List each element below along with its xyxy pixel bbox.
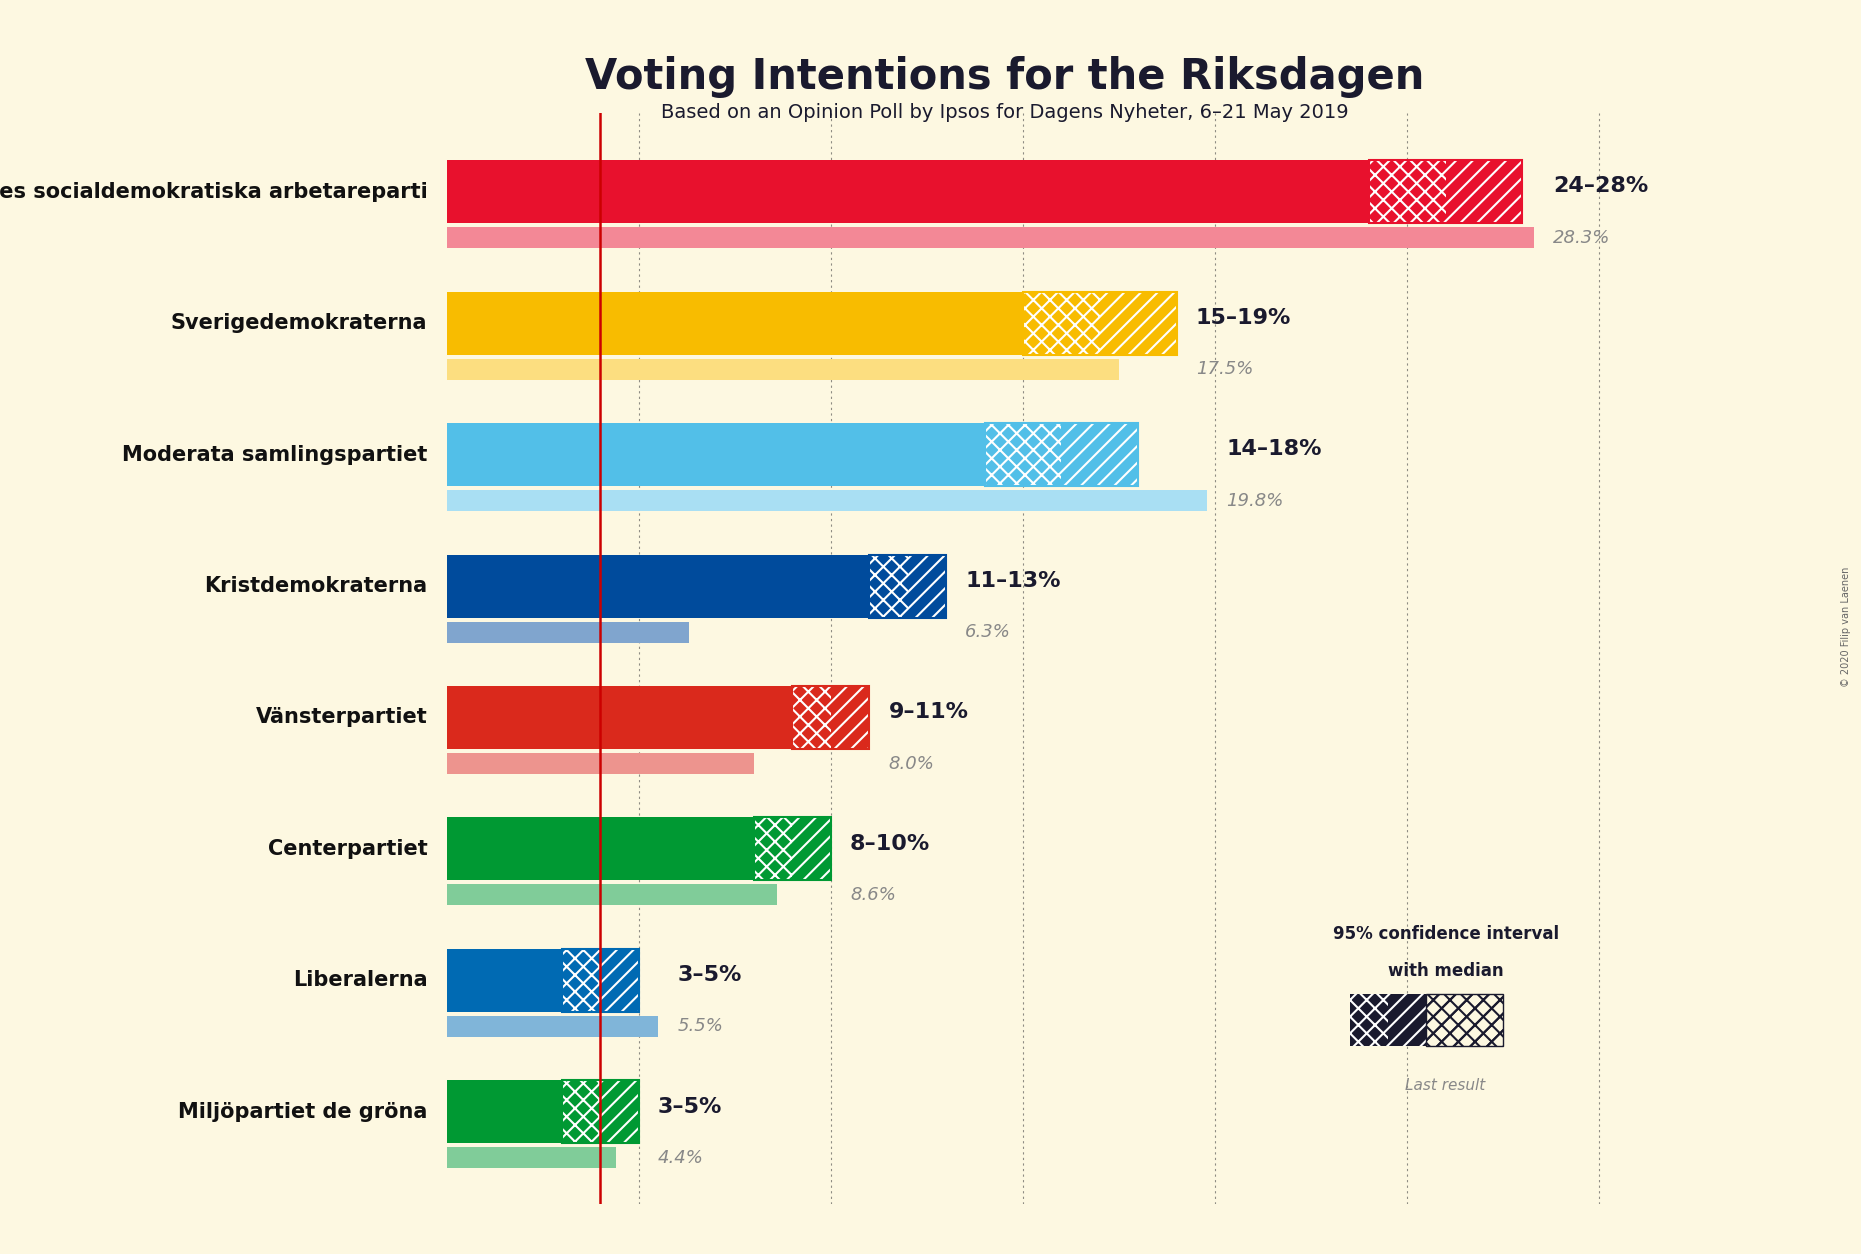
Bar [447, 161, 1368, 223]
Bar [793, 818, 830, 880]
Bar [754, 818, 830, 880]
Text: 3–5%: 3–5% [677, 966, 741, 986]
Bar [562, 1080, 601, 1144]
Text: Voting Intentions for the Riksdagen: Voting Intentions for the Riksdagen [584, 56, 1426, 98]
Bar [562, 1080, 638, 1144]
Bar [447, 1016, 659, 1037]
Text: 9–11%: 9–11% [888, 702, 968, 722]
Bar [601, 949, 638, 1012]
Bar [793, 686, 830, 749]
Text: 8.0%: 8.0% [888, 755, 934, 772]
Text: with median: with median [1388, 962, 1504, 981]
Bar [447, 884, 778, 905]
Bar [562, 949, 638, 1012]
Bar [447, 1147, 616, 1169]
Bar [793, 686, 869, 749]
Bar [1024, 292, 1176, 355]
Bar [1024, 292, 1100, 355]
Text: 4.4%: 4.4% [659, 1149, 703, 1166]
Bar [447, 292, 1024, 355]
Bar [447, 554, 869, 618]
Bar [1349, 993, 1426, 1046]
Text: 3–5%: 3–5% [659, 1096, 722, 1116]
Bar [562, 949, 601, 1012]
Text: Based on an Opinion Poll by Ipsos for Dagens Nyheter, 6–21 May 2019: Based on an Opinion Poll by Ipsos for Da… [661, 103, 1349, 122]
Bar [447, 359, 1118, 380]
Bar [1061, 423, 1139, 487]
Text: 8.6%: 8.6% [850, 885, 895, 904]
Text: Centerpartiet: Centerpartiet [268, 839, 428, 859]
Bar [447, 752, 754, 774]
Bar [984, 423, 1139, 487]
Text: Liberalerna: Liberalerna [292, 971, 428, 991]
Bar [447, 1080, 562, 1144]
Bar [1368, 161, 1446, 223]
Bar [1061, 423, 1139, 487]
Bar [754, 818, 793, 880]
Text: 14–18%: 14–18% [1226, 439, 1321, 459]
Text: © 2020 Filip van Laenen: © 2020 Filip van Laenen [1841, 567, 1852, 687]
Bar [447, 490, 1208, 512]
Bar [869, 554, 945, 618]
Bar [869, 554, 908, 618]
Bar [447, 818, 754, 880]
Text: 6.3%: 6.3% [966, 623, 1011, 641]
Bar [908, 554, 945, 618]
Text: 17.5%: 17.5% [1197, 360, 1252, 379]
Bar [1426, 993, 1504, 1046]
Text: 8–10%: 8–10% [850, 834, 930, 854]
Bar [1426, 993, 1504, 1046]
Bar [984, 423, 1061, 487]
Text: Miljöpartiet de gröna: Miljöpartiet de gröna [179, 1102, 428, 1122]
Bar [754, 818, 793, 880]
Text: Kristdemokraterna: Kristdemokraterna [205, 576, 428, 596]
Text: Sverigedemokraterna: Sverigedemokraterna [171, 314, 428, 334]
Bar [562, 949, 601, 1012]
Text: 28.3%: 28.3% [1554, 228, 1610, 247]
Text: 15–19%: 15–19% [1197, 308, 1292, 327]
Bar [601, 1080, 638, 1144]
Bar [1100, 292, 1176, 355]
Text: Sveriges socialdemokratiska arbetareparti: Sveriges socialdemokratiska arbetarepart… [0, 182, 428, 202]
Bar [1024, 292, 1100, 355]
Bar [447, 686, 793, 749]
Bar [1368, 161, 1522, 223]
Text: Last result: Last result [1405, 1078, 1485, 1093]
Bar [447, 227, 1533, 248]
Bar [1368, 161, 1446, 223]
Text: 11–13%: 11–13% [966, 571, 1061, 591]
Bar [447, 423, 984, 487]
Bar [601, 949, 638, 1012]
Bar [562, 1080, 601, 1144]
Bar [1388, 993, 1426, 1046]
Bar [1446, 161, 1522, 223]
Bar [830, 686, 869, 749]
Bar [601, 1080, 638, 1144]
Bar [1446, 161, 1522, 223]
Text: 95% confidence interval: 95% confidence interval [1332, 925, 1560, 943]
Text: 5.5%: 5.5% [677, 1017, 724, 1036]
Text: Vänsterpartiet: Vänsterpartiet [255, 707, 428, 727]
Bar [869, 554, 908, 618]
Text: 24–28%: 24–28% [1554, 177, 1649, 197]
Text: Moderata samlingspartiet: Moderata samlingspartiet [123, 445, 428, 465]
Bar [447, 622, 689, 642]
Bar [447, 949, 562, 1012]
Bar [1100, 292, 1176, 355]
Bar [984, 423, 1061, 487]
Bar [830, 686, 869, 749]
Bar [908, 554, 945, 618]
Bar [793, 818, 830, 880]
Bar [793, 686, 830, 749]
Text: 19.8%: 19.8% [1226, 492, 1284, 509]
Bar [1349, 993, 1388, 1046]
